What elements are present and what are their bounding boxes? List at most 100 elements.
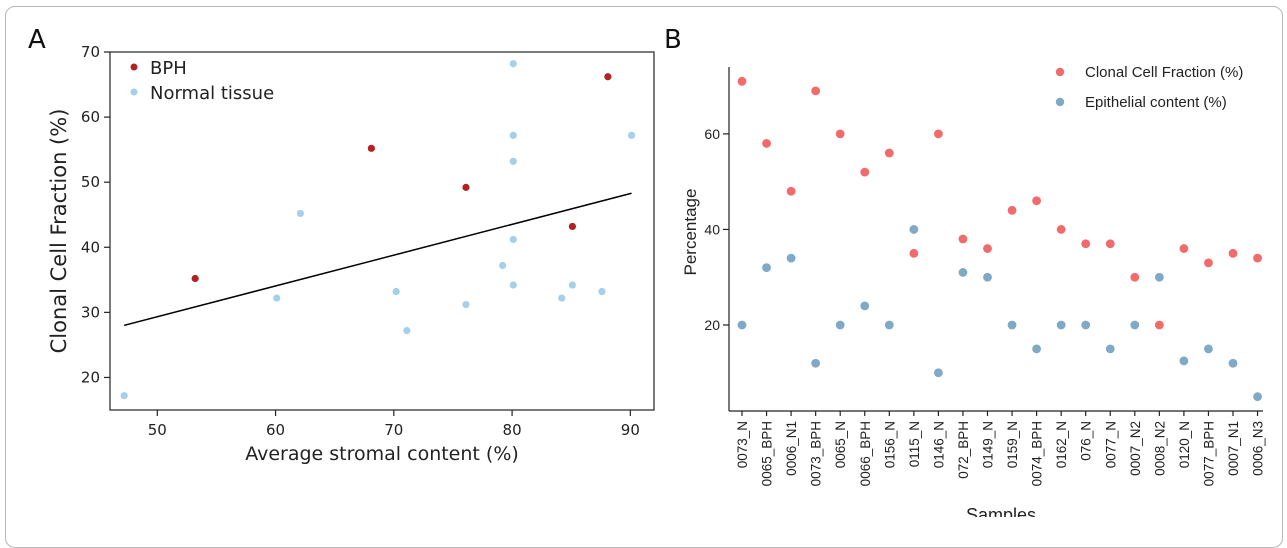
panel-b-x-tick-label: 0073_BPH: [809, 421, 824, 486]
panel-b-x-tick-label: 0065_N: [833, 421, 848, 468]
panel-a-y-tick-label: 40: [81, 238, 100, 256]
panel-a-point-normal-tissue: [499, 261, 507, 270]
panel-a-legend: BPH Normal tissue: [130, 58, 274, 104]
panel-b-x-tick-label: 076_N: [1079, 421, 1094, 461]
panel-b-point-epithelial-content: [983, 272, 992, 282]
panel-a-point-bph: [462, 183, 470, 191]
panel-a-x-axis-label: Average stromal content (%): [245, 443, 519, 465]
panel-a-y-tick-label: 70: [81, 43, 100, 61]
panel-b-x-axis-label: Samples: [966, 505, 1036, 517]
panel-a-x-tick-label: 80: [503, 421, 522, 439]
panel-b-point-clonal-cell-fraction: [909, 248, 919, 258]
panel-b-x-tick-label: 072_BPH: [956, 421, 971, 479]
panel-b-letter: B: [664, 25, 682, 55]
panel-b-point-clonal-cell-fraction: [1204, 258, 1213, 268]
panel-b-x-tick-label: 0146_N: [931, 421, 946, 468]
panel-b-y-tick-label: 40: [704, 221, 720, 237]
panel-b-point-clonal-cell-fraction: [1056, 225, 1066, 234]
panel-b-point-epithelial-content: [884, 320, 894, 330]
panel-a-y-tick-label: 60: [81, 108, 100, 126]
panel-b-x-tick-label: 0073_N: [735, 421, 750, 468]
panel-a-point-normal-tissue: [568, 281, 577, 289]
panel-b-y-tick-label: 20: [704, 317, 720, 333]
legend-label-bph: BPH: [150, 58, 187, 79]
panel-b-y-tick-label: 60: [704, 126, 720, 142]
panel-b-point-clonal-cell-fraction: [1253, 253, 1262, 263]
panel-a-point-normal-tissue: [558, 294, 566, 302]
panel-b-y-axis-label: Percentage: [681, 189, 700, 276]
panel-b-point-clonal-cell-fraction: [1032, 196, 1041, 206]
panel-a-point-normal-tissue: [627, 131, 636, 139]
panel-a-series-bph: [191, 73, 612, 283]
panel-b-point-clonal-cell-fraction: [762, 139, 771, 148]
panel-a-point-normal-tissue: [392, 287, 400, 296]
panel-b-point-epithelial-content: [811, 358, 821, 368]
panel-b-x-tick-label: 0065_BPH: [760, 421, 775, 486]
panel-b-x-tick-label: 0066_BPH: [858, 421, 873, 486]
panel-b-point-clonal-cell-fraction: [811, 86, 821, 96]
panel-a-point-normal-tissue: [296, 209, 304, 218]
panel-b-legend: Clonal Cell Fraction (%) Epithelial cont…: [1055, 64, 1243, 111]
legend-marker-normal-tissue: [130, 88, 138, 96]
panel-b-point-epithelial-content: [1007, 320, 1017, 330]
panel-b-point-clonal-cell-fraction: [1179, 244, 1189, 253]
panel-a-x-tick-label: 90: [621, 421, 640, 439]
legend-label-normal-tissue: Normal tissue: [150, 83, 274, 104]
panel-b-point-epithelial-content: [1253, 392, 1262, 402]
panel-a-plot-area: [109, 51, 655, 411]
panel-b-point-clonal-cell-fraction: [860, 167, 870, 177]
panel-b-x-tick-label: 0008_N2: [1152, 421, 1167, 476]
panel-b-x-tick-label: 0006_N1: [784, 421, 799, 476]
panel-b-x-tick-label: 0077_N: [1103, 421, 1118, 468]
panel-b-point-clonal-cell-fraction: [1007, 205, 1017, 215]
panel-b-point-clonal-cell-fraction: [983, 244, 992, 253]
legend-marker-clonal-cell-fraction: [1055, 67, 1065, 77]
panel-b-point-epithelial-content: [860, 301, 870, 311]
panel-a-x-tick-label: 60: [266, 421, 285, 439]
panel-b-point-clonal-cell-fraction: [1154, 320, 1164, 330]
panel-b-point-epithelial-content: [1204, 344, 1213, 354]
panel-b-point-epithelial-content: [1154, 272, 1164, 282]
panel-a-point-normal-tissue: [509, 60, 517, 68]
panel-b-x-tick-label: 0115_N: [907, 421, 922, 467]
panel-b-point-epithelial-content: [786, 253, 796, 263]
panel-a-point-normal-tissue: [509, 235, 517, 244]
panel-b-x-tick-label: 0007_N2: [1128, 421, 1143, 476]
panel-a-x-tick-label: 70: [384, 421, 403, 439]
panel-a-y-axis-label: Clonal Cell Fraction (%): [47, 109, 71, 354]
panel-b-x-tick-label: 0120_N: [1177, 421, 1192, 468]
panel-a-point-normal-tissue: [509, 281, 517, 289]
panel-b-scatter-chart: 20 40 60 0073_N 0065_BPH 0006_N1 0073_BPH 0065…: [681, 64, 1266, 517]
panel-a-point-normal-tissue: [273, 294, 281, 302]
panel-a-letter: A: [28, 25, 46, 55]
panel-a-x-tick-label: 50: [148, 421, 167, 439]
panel-b-point-clonal-cell-fraction: [835, 129, 845, 139]
legend-marker-bph: [130, 63, 138, 71]
panel-b-point-epithelial-content: [934, 368, 943, 378]
panel-b-series-clonal-cell-fraction: [737, 76, 1262, 330]
panel-b-point-epithelial-content: [1081, 320, 1091, 330]
panel-b-x-tick-label: 0159_N: [1005, 421, 1020, 468]
panel-b-point-epithelial-content: [1105, 344, 1115, 354]
panel-a-y-tick-label: 20: [81, 368, 100, 386]
panel-a-point-normal-tissue: [509, 131, 517, 139]
panel-a-point-normal-tissue: [598, 287, 606, 296]
figure-canvas: A B 50 60 70 80 90 20 30 40 50 60 70 BPH Normal t…: [28, 25, 1266, 517]
panel-b-x-tick-label: 0007_N1: [1226, 421, 1241, 476]
panel-b-x-tick-label: 0162_N: [1054, 421, 1069, 468]
panel-a-point-normal-tissue: [462, 300, 470, 309]
panel-a-y-tick-label: 30: [81, 303, 100, 321]
panel-b-x-tick-label: 0074_BPH: [1030, 421, 1045, 486]
panel-b-point-clonal-cell-fraction: [1130, 272, 1140, 282]
panel-b-point-clonal-cell-fraction: [884, 148, 894, 158]
panel-b-point-epithelial-content: [762, 263, 771, 273]
panel-a-point-normal-tissue: [509, 157, 517, 165]
panel-b-point-clonal-cell-fraction: [934, 129, 943, 139]
panel-b-x-tick-label: 0156_N: [882, 421, 897, 468]
panel-a-point-bph: [604, 73, 612, 81]
panel-b-point-epithelial-content: [1130, 320, 1140, 330]
panel-b-point-epithelial-content: [1179, 356, 1189, 366]
panel-b-point-clonal-cell-fraction: [1105, 239, 1115, 249]
panel-b-point-epithelial-content: [1228, 358, 1238, 368]
panel-b-point-epithelial-content: [737, 320, 747, 330]
